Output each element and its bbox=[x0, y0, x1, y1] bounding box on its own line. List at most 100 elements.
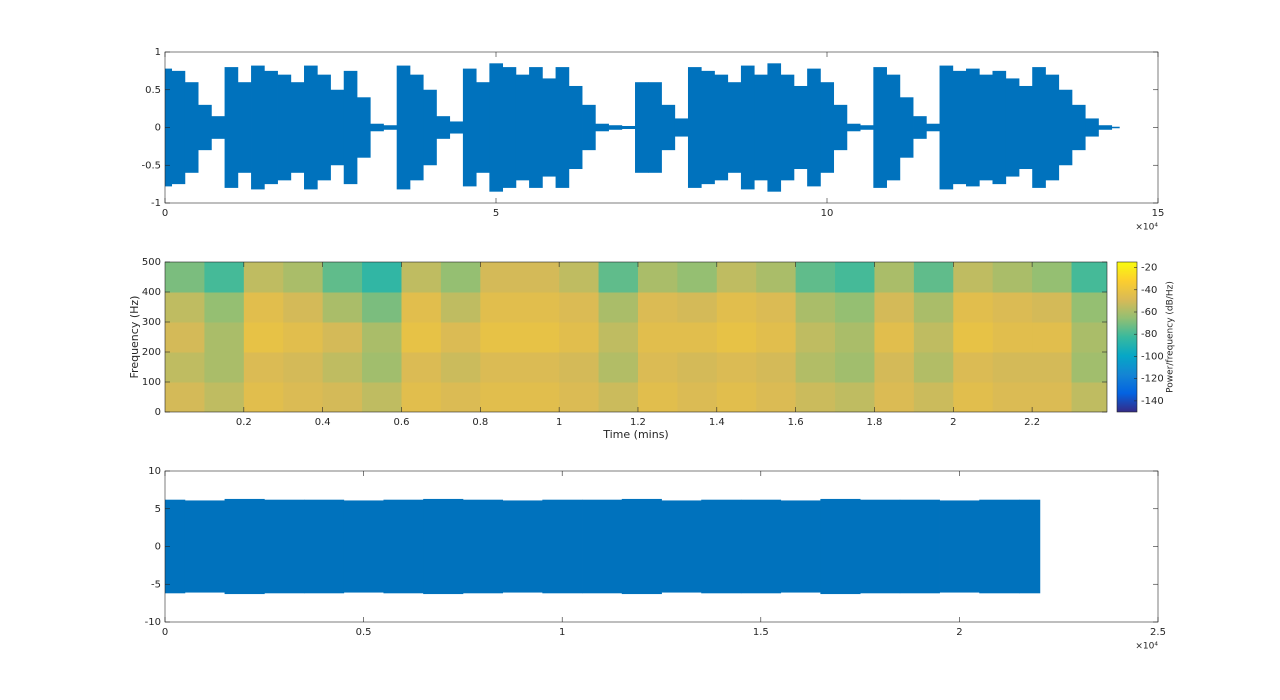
waveform-envelope bbox=[979, 74, 993, 181]
heatmap-cell bbox=[362, 352, 402, 383]
heatmap-cell bbox=[322, 322, 363, 353]
axes-box bbox=[164, 261, 1108, 413]
heatmap-cell bbox=[559, 382, 600, 412]
heatmap-cell bbox=[1032, 292, 1073, 323]
y-tick-label: 100 bbox=[142, 377, 161, 388]
heatmap-cell bbox=[677, 292, 718, 323]
waveform-envelope bbox=[264, 70, 278, 185]
waveform-envelope bbox=[184, 82, 199, 173]
heatmap-cell bbox=[874, 262, 915, 293]
heatmap-cell bbox=[992, 292, 1033, 323]
waveform-envelope bbox=[555, 67, 570, 188]
heatmap-cell bbox=[1032, 352, 1073, 383]
waveform-envelope bbox=[184, 500, 225, 593]
waveform-envelope bbox=[939, 65, 954, 190]
heatmap-cell bbox=[913, 322, 954, 353]
heatmap-cell bbox=[598, 292, 639, 323]
waveform-envelope bbox=[449, 121, 464, 134]
waveform-envelope bbox=[370, 123, 384, 132]
waveform-envelope bbox=[502, 67, 517, 188]
waveform-envelope bbox=[383, 125, 398, 130]
waveform-envelope bbox=[330, 89, 345, 166]
heatmap-cell bbox=[401, 382, 442, 412]
x-tick-label: 10 bbox=[821, 208, 834, 219]
heatmap-cell bbox=[677, 322, 718, 353]
heatmap-cell bbox=[913, 292, 954, 323]
x-tick-label: 15 bbox=[1152, 208, 1165, 219]
heatmap-cell bbox=[677, 352, 718, 383]
waveform-envelope bbox=[211, 116, 225, 139]
x-tick-label: 0 bbox=[162, 208, 168, 219]
waveform-envelope bbox=[1085, 118, 1099, 137]
waveform-envelope bbox=[542, 499, 583, 594]
waveform-envelope bbox=[727, 82, 742, 173]
heatmap-cell bbox=[559, 262, 600, 293]
heatmap-cell bbox=[677, 262, 718, 293]
waveform-envelope bbox=[224, 498, 265, 595]
waveform-envelope bbox=[304, 65, 318, 190]
waveform-envelope bbox=[754, 74, 768, 181]
colorbar-tick-label: -60 bbox=[1141, 307, 1157, 318]
heatmap-cell bbox=[795, 262, 836, 293]
waveform-envelope bbox=[661, 500, 702, 593]
waveform-envelope bbox=[674, 118, 689, 137]
x-multiplier: ×10⁴ bbox=[1135, 642, 1158, 652]
heatmap-cell bbox=[519, 382, 560, 412]
heatmap-cell bbox=[519, 262, 560, 293]
heatmap-cell bbox=[440, 322, 481, 353]
x-tick-label: 1.2 bbox=[630, 417, 646, 428]
heatmap-cell bbox=[1071, 262, 1107, 293]
waveform-envelope bbox=[1018, 85, 1033, 170]
heatmap-cell bbox=[480, 322, 521, 353]
heatmap-cell bbox=[322, 382, 363, 412]
heatmap-cell bbox=[283, 322, 324, 353]
waveform-envelope bbox=[886, 74, 901, 181]
heatmap-cell bbox=[243, 322, 284, 353]
y-tick-label: -0.5 bbox=[141, 160, 161, 171]
waveform-envelope bbox=[807, 68, 821, 187]
heatmap-cell bbox=[204, 322, 245, 353]
heatmap-cell bbox=[756, 352, 797, 383]
y-tick-label: 1 bbox=[155, 47, 161, 58]
heatmap-cell bbox=[913, 262, 954, 293]
waveform-envelope bbox=[780, 74, 795, 181]
heatmap-cell bbox=[913, 352, 954, 383]
plot-area bbox=[165, 63, 1120, 192]
y-tick-label: 400 bbox=[142, 287, 161, 298]
heatmap-cell bbox=[559, 352, 600, 383]
waveform-envelope bbox=[462, 499, 504, 594]
heatmap-cell bbox=[362, 322, 402, 353]
heatmap-cell bbox=[362, 262, 402, 293]
heatmap-cell bbox=[835, 382, 875, 412]
waveform-envelope bbox=[251, 65, 265, 190]
waveform-envelope bbox=[701, 499, 742, 594]
heatmap-cell bbox=[716, 292, 757, 323]
x-tick-label: 2 bbox=[950, 417, 956, 428]
heatmap-cell bbox=[401, 322, 442, 353]
heatmap-cell bbox=[953, 382, 994, 412]
waveform-envelope bbox=[165, 499, 186, 594]
heatmap-cell bbox=[598, 322, 639, 353]
heatmap-cell bbox=[835, 322, 875, 353]
waveform-envelope bbox=[926, 123, 940, 132]
x-tick-label: 2.2 bbox=[1024, 417, 1040, 428]
heatmap-cell bbox=[204, 352, 245, 383]
colorbar-tick-label: -20 bbox=[1141, 263, 1157, 274]
heatmap-cell bbox=[992, 382, 1033, 412]
heatmap-cell bbox=[204, 262, 245, 293]
heatmap-cell bbox=[992, 262, 1033, 293]
heatmap-cell bbox=[204, 292, 245, 323]
colorbar-label: Power/frequency (dB/Hz) bbox=[1166, 281, 1176, 393]
heatmap-cell bbox=[716, 352, 757, 383]
y-tick-label: 200 bbox=[142, 347, 161, 358]
heatmap-cell bbox=[953, 262, 994, 293]
heatmap-cell bbox=[1071, 382, 1107, 412]
waveform-envelope bbox=[198, 104, 212, 151]
colorbar-tick-label: -100 bbox=[1141, 351, 1164, 362]
heatmap-cell bbox=[835, 352, 875, 383]
waveform-envelope bbox=[740, 65, 755, 190]
heatmap-cell bbox=[835, 262, 875, 293]
x-tick-label: 0.2 bbox=[236, 417, 252, 428]
heatmap-cell bbox=[204, 382, 245, 412]
waveform-envelope bbox=[383, 499, 424, 594]
